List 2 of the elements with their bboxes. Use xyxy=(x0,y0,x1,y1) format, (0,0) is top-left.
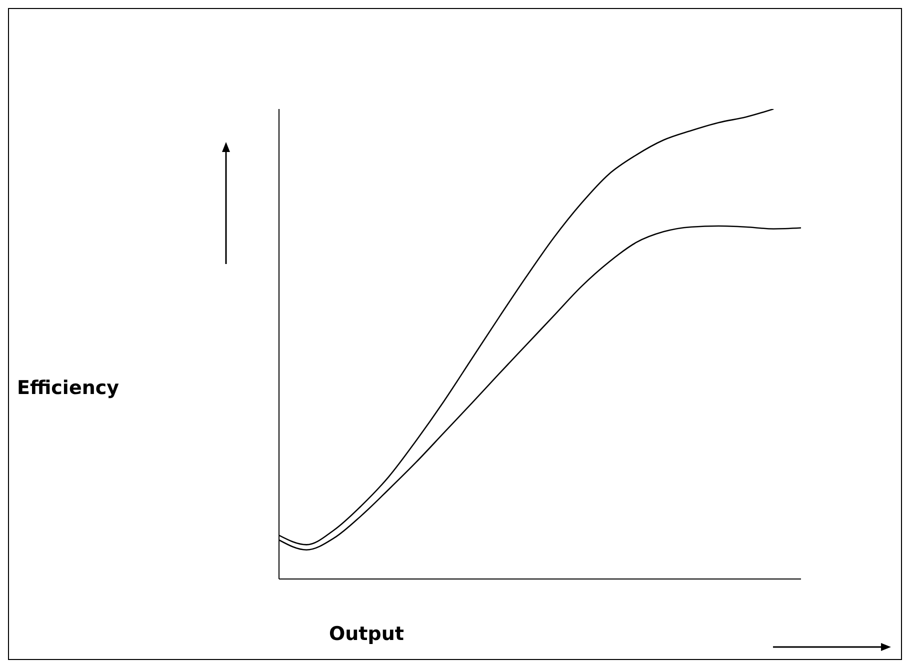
text: Efficiency xyxy=(17,377,120,399)
x-axis-title: Output xyxy=(329,623,404,645)
